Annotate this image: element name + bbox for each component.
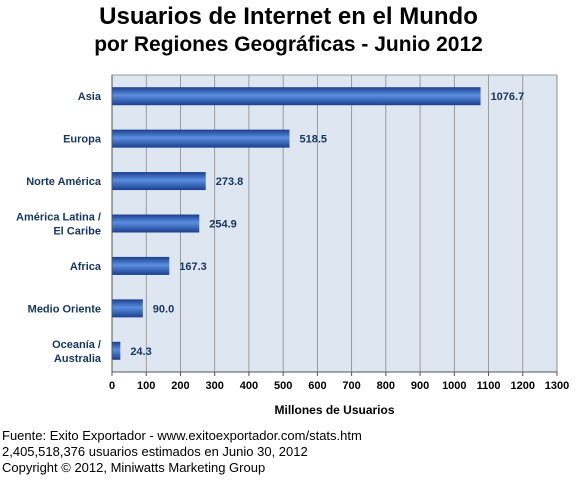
data-label: 1076.7 <box>491 91 525 103</box>
x-tick-label: 1100 <box>477 380 501 392</box>
category-label: Norte América <box>26 176 102 188</box>
x-tick-label: 300 <box>206 380 224 392</box>
source-note: Fuente: Exito Exportador - www.exitoexpo… <box>2 428 362 443</box>
x-tick-label: 600 <box>308 380 326 392</box>
x-tick-label: 900 <box>411 380 429 392</box>
category-label: Oceanía / Australia <box>52 339 102 365</box>
category-label: Africa <box>70 261 102 273</box>
x-tick-label: 200 <box>171 380 189 392</box>
data-label: 254.9 <box>209 219 237 231</box>
x-tick-label: 700 <box>342 380 360 392</box>
gridlines <box>145 75 558 372</box>
users-estimate-note: 2,405,518,376 usuarios estimados en Juni… <box>2 444 308 459</box>
chart-subtitle: por Regiones Geográficas - Junio 2012 <box>94 33 483 56</box>
bar <box>112 256 170 275</box>
data-label: 24.3 <box>130 346 151 358</box>
x-axis-title: Millones de Usuarios <box>274 403 394 417</box>
data-label: 167.3 <box>179 261 207 273</box>
data-label: 90.0 <box>153 303 174 315</box>
axes: 0 100 200 300 400 500 600 700 800 900 1000 1100 1200… <box>16 75 569 392</box>
x-tick-label: 500 <box>274 380 292 392</box>
x-tick-label: 800 <box>377 380 395 392</box>
x-tick-label: 1300 <box>545 380 569 392</box>
category-label: Asia <box>78 91 102 103</box>
bar <box>112 87 481 106</box>
x-tick-label: 1000 <box>442 380 466 392</box>
category-label: América Latina / El Caribe <box>16 212 101 238</box>
category-label: Europa <box>63 134 102 146</box>
category-label: Medio Oriente <box>28 303 101 315</box>
chart-title: Usuarios de Internet en el Mundo <box>99 3 478 30</box>
copyright-note: Copyright © 2012, Miniwatts Marketing Gr… <box>2 460 266 475</box>
data-label: 518.5 <box>299 134 327 146</box>
bar <box>112 214 200 233</box>
bar <box>112 129 290 148</box>
x-tick-label: 1200 <box>511 380 535 392</box>
data-label: 273.8 <box>216 176 244 188</box>
x-tick-label: 0 <box>109 380 115 392</box>
bar <box>112 341 121 360</box>
bars: 1076.7 518.5 273.8 254.9 167.3 90.0 24.3 <box>112 87 524 360</box>
bar <box>112 172 206 191</box>
x-tick-label: 400 <box>240 380 258 392</box>
bar <box>112 299 143 318</box>
x-tick-label: 100 <box>137 380 155 392</box>
